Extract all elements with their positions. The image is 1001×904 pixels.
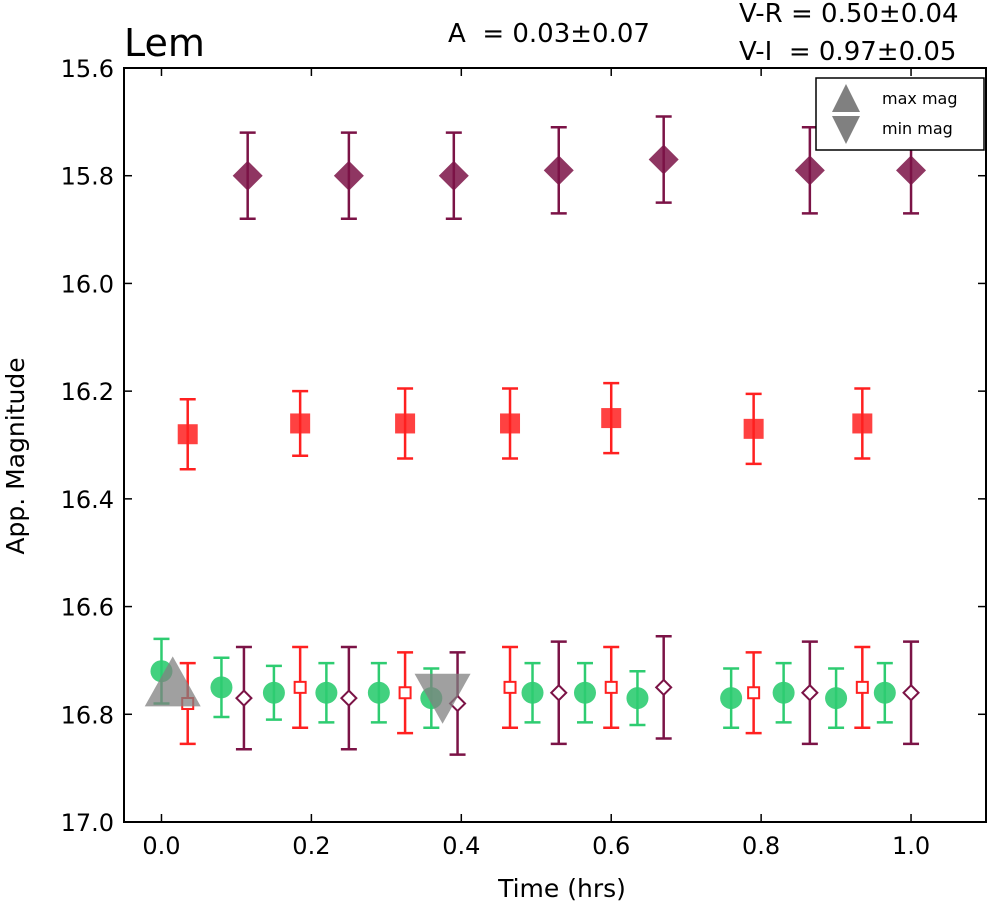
legend-min-mag-label: min mag bbox=[882, 119, 953, 138]
v-filled-circle-point bbox=[262, 681, 285, 704]
i-open-diamond-point bbox=[339, 689, 358, 708]
legend-min-mag-marker bbox=[832, 116, 860, 144]
i-filled-diamond-point bbox=[333, 160, 364, 191]
r-filled-square-point bbox=[852, 413, 873, 434]
r-open-square-point bbox=[503, 680, 517, 694]
y-tick-label: 15.6 bbox=[61, 55, 114, 83]
v-filled-circle-point bbox=[210, 676, 233, 699]
y-tick-label: 15.8 bbox=[61, 163, 114, 191]
legend: max mag min mag bbox=[815, 77, 985, 151]
i-open-diamond-point bbox=[902, 683, 920, 702]
r-filled-square-point bbox=[177, 424, 198, 445]
y-tick-label: 16.6 bbox=[61, 594, 114, 622]
v-filled-circle-point bbox=[720, 687, 743, 710]
v-i-color-annotation: V-I = 0.97±0.05 bbox=[739, 37, 956, 67]
x-tick-label: 0.6 bbox=[592, 832, 630, 860]
v-filled-circle-point bbox=[521, 681, 544, 704]
v-filled-circle-point bbox=[367, 681, 390, 704]
i-open-diamond-point bbox=[549, 683, 568, 702]
max-mag-triangle-marker bbox=[144, 656, 201, 707]
i-open-diamond-point bbox=[235, 689, 253, 708]
r-filled-square-point bbox=[500, 413, 521, 434]
v-filled-circle-point bbox=[772, 681, 795, 704]
chart-title: Lem bbox=[124, 21, 205, 65]
x-axis-label: Time (hrs) bbox=[497, 874, 626, 903]
v-filled-circle-point bbox=[825, 687, 848, 710]
i-open-diamond-point bbox=[654, 678, 673, 697]
x-tick-label: 0.2 bbox=[292, 832, 330, 860]
r-open-square-point bbox=[604, 680, 618, 694]
legend-max-mag-label: max mag bbox=[882, 89, 958, 108]
x-tick-label: 0.8 bbox=[742, 832, 780, 860]
y-axis-label: App. Magnitude bbox=[1, 357, 30, 554]
i-open-diamond-point bbox=[800, 683, 819, 702]
r-filled-square-point bbox=[743, 418, 764, 439]
x-tick-label: 0.4 bbox=[442, 832, 480, 860]
y-tick-label: 16.4 bbox=[61, 486, 114, 514]
x-tick-label: 1.0 bbox=[892, 832, 930, 860]
i-filled-diamond-point bbox=[543, 155, 574, 186]
i-filled-diamond-point bbox=[648, 144, 679, 175]
i-filled-diamond-point bbox=[794, 155, 825, 186]
i-filled-diamond-point bbox=[232, 160, 263, 191]
r-open-square-point bbox=[747, 686, 761, 700]
r-filled-square-point bbox=[395, 413, 416, 434]
markers-layer bbox=[150, 144, 927, 713]
r-open-square-point bbox=[398, 686, 412, 700]
i-filled-diamond-point bbox=[896, 155, 927, 186]
y-tick-label: 17.0 bbox=[61, 809, 114, 837]
r-filled-square-point bbox=[290, 413, 311, 434]
min-mag-triangle-marker bbox=[414, 673, 471, 724]
v-filled-circle-point bbox=[573, 681, 596, 704]
i-filled-diamond-point bbox=[438, 160, 469, 191]
r-open-square-point bbox=[855, 680, 869, 694]
r-open-square-point bbox=[293, 680, 307, 694]
error-bars-layer bbox=[153, 115, 920, 756]
plot-area-frame bbox=[123, 67, 987, 823]
v-filled-circle-point bbox=[315, 681, 338, 704]
v-r-color-annotation: V-R = 0.50±0.04 bbox=[739, 0, 959, 29]
extrema-layer bbox=[144, 656, 471, 724]
amplitude-annotation: A = 0.03±0.07 bbox=[448, 19, 650, 49]
v-filled-circle-point bbox=[873, 681, 896, 704]
legend-max-mag-marker bbox=[832, 84, 860, 112]
y-tick-label: 16.2 bbox=[61, 378, 114, 406]
v-filled-circle-point bbox=[626, 687, 649, 710]
axis-ticks-layer: 0.0 0.2 0.4 0.6 0.8 1.0 15.6 15.8 16.0 16.2 16.4 16… bbox=[61, 55, 986, 860]
r-filled-square-point bbox=[601, 408, 622, 429]
x-tick-label: 0.0 bbox=[142, 832, 180, 860]
y-tick-label: 16.0 bbox=[61, 270, 114, 298]
y-tick-label: 16.8 bbox=[61, 701, 114, 729]
